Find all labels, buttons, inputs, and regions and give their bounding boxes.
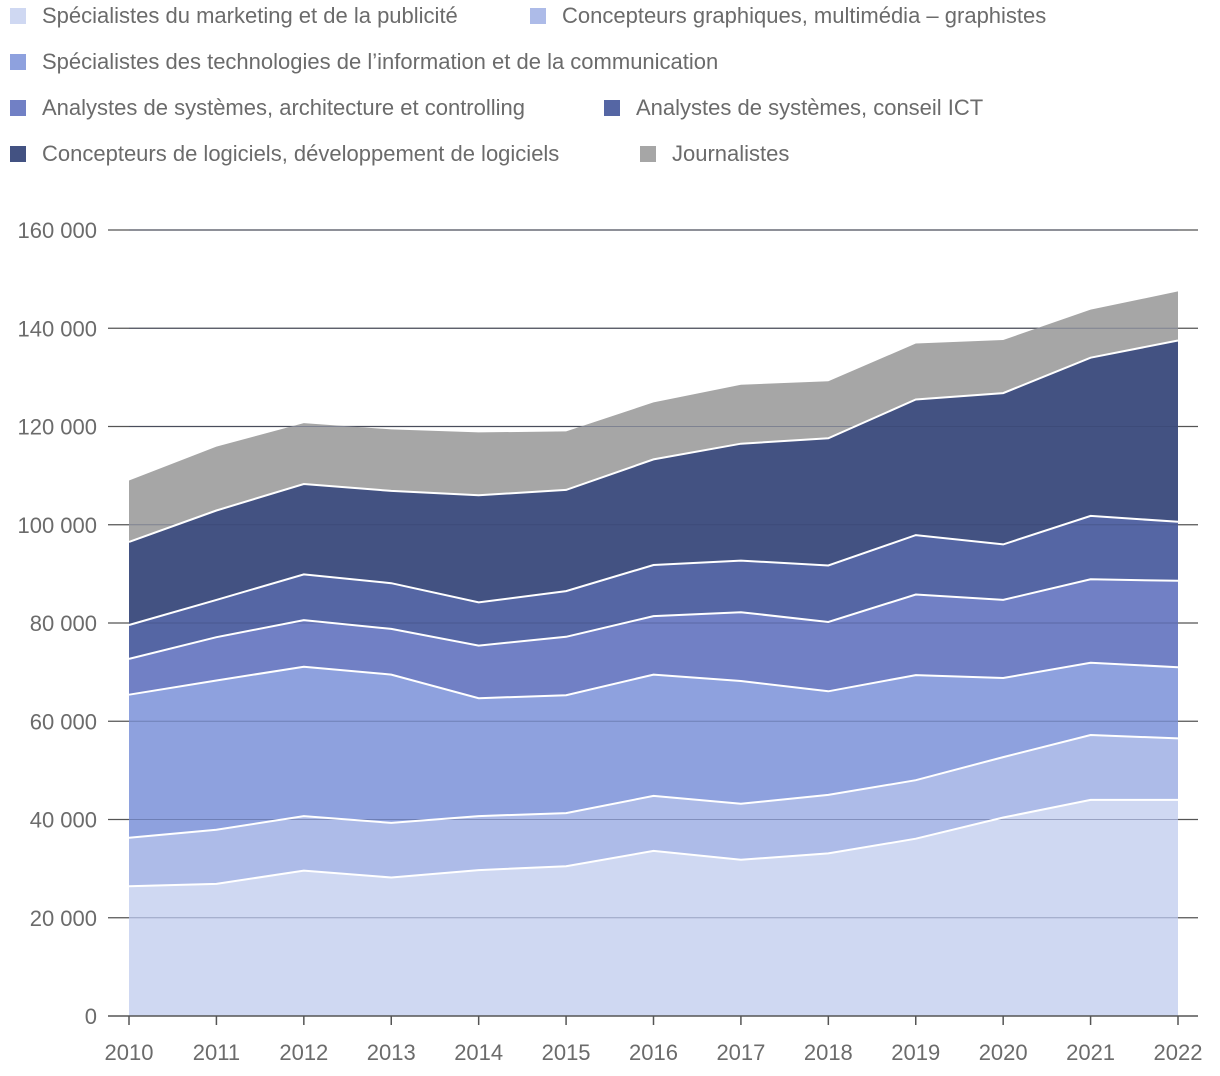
x-tick-label: 2010 [105, 1040, 154, 1065]
legend-swatch [604, 100, 620, 116]
legend-label: Spécialistes des technologies de l’infor… [42, 49, 719, 74]
legend-label: Analystes de systèmes, conseil ICT [636, 95, 984, 120]
area-series-3[interactable] [129, 662, 1178, 838]
chart-legend: Spécialistes du marketing et de la publi… [0, 0, 1220, 180]
y-tick-label: 120 000 [17, 415, 97, 440]
x-tick-label: 2018 [804, 1040, 853, 1065]
area-series-4[interactable] [129, 579, 1178, 699]
area-series-2[interactable] [129, 735, 1178, 887]
y-tick-label: 60 000 [30, 709, 97, 734]
x-tick-label: 2021 [1066, 1040, 1115, 1065]
series-boundary-line [128, 339, 1179, 543]
legend-item[interactable]: Concepteurs graphiques, multimédia – gra… [530, 2, 1046, 30]
x-tick-label: 2014 [454, 1040, 503, 1065]
legend-item[interactable]: Analystes de systèmes, architecture et c… [10, 94, 525, 122]
series-boundary-line [128, 514, 1179, 626]
area-layer [129, 291, 1178, 1016]
area-series-1[interactable] [129, 799, 1178, 1016]
legend-item[interactable]: Spécialistes des technologies de l’infor… [10, 48, 718, 76]
x-tick-label: 2020 [979, 1040, 1028, 1065]
axis-layer: 0 20 000 40 000 60 000 80 000 100 000 120 000 1… [17, 218, 1202, 1065]
legend-item[interactable]: Concepteurs de logiciels, développement … [10, 140, 559, 168]
legend-label: Journalistes [672, 141, 790, 166]
legend-swatch [10, 146, 26, 162]
legend-item[interactable]: Spécialistes du marketing et de la publi… [10, 2, 458, 30]
legend-item[interactable]: Journalistes [640, 140, 789, 168]
x-tick-label: 2011 [193, 1040, 240, 1065]
series-boundary-line [128, 733, 1179, 839]
y-tick-label: 100 000 [17, 513, 97, 538]
x-tick-label: 2017 [716, 1040, 765, 1065]
area-series-5[interactable] [129, 515, 1178, 659]
y-tick-label: 20 000 [30, 906, 97, 931]
legend-label: Concepteurs graphiques, multimédia – gra… [562, 3, 1047, 28]
legend-item[interactable]: Analystes de systèmes, conseil ICT [604, 94, 983, 122]
x-tick-label: 2015 [542, 1040, 591, 1065]
series-boundary-line [128, 578, 1179, 660]
legend-label: Concepteurs de logiciels, développement … [42, 141, 560, 166]
area-series-7[interactable] [129, 291, 1178, 542]
boundary-line-layer [128, 229, 1179, 919]
legend-swatch [10, 8, 26, 24]
x-tick-label: 2019 [891, 1040, 940, 1065]
y-tick-label: 80 000 [30, 611, 97, 636]
y-tick-label: 40 000 [30, 808, 97, 833]
legend-label: Spécialistes du marketing et de la publi… [42, 3, 458, 28]
legend-swatch [530, 8, 546, 24]
x-tick-label: 2022 [1154, 1040, 1203, 1065]
legend-label: Analystes de systèmes, architecture et c… [42, 95, 526, 120]
x-tick-label: 2013 [367, 1040, 416, 1065]
legend-swatch [10, 54, 26, 70]
series-boundary-line [128, 661, 1179, 700]
x-tick-label: 2016 [629, 1040, 678, 1065]
legend-swatch [640, 146, 656, 162]
y-tick-label: 160 000 [17, 218, 97, 243]
y-tick-label: 140 000 [17, 316, 97, 341]
y-tick-label: 0 [85, 1004, 97, 1029]
series-boundary-line [128, 798, 1178, 888]
area-series-6[interactable] [129, 340, 1178, 626]
legend-swatch [10, 100, 26, 116]
x-tick-label: 2012 [279, 1040, 328, 1065]
